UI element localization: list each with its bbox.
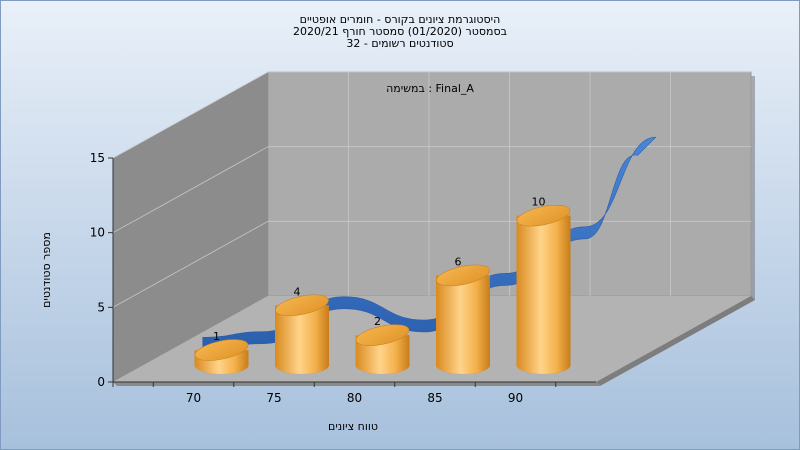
gridline-left [112, 71, 269, 159]
bar-body [436, 275, 490, 374]
bar-70: 1 [194, 330, 249, 374]
gridline-left [112, 220, 269, 308]
bar-90: 10 [516, 196, 571, 374]
x-tick-label: 80 [347, 391, 362, 405]
y-tick-label: 0 [97, 375, 105, 389]
bar-cap [355, 324, 410, 346]
x-tick-label: 70 [186, 391, 201, 405]
bar-body [275, 305, 329, 374]
y-tick-label: 15 [90, 151, 105, 165]
bar-cap [516, 204, 571, 227]
y-tick-label: 10 [90, 226, 105, 240]
y-axis-title: מספר סטודנטים [40, 232, 53, 308]
bar-value-label: 4 [294, 285, 301, 298]
x-axis-title: טווח ציונים [328, 420, 378, 433]
bar-body [516, 215, 571, 374]
title-line-2: בסמסטר (01/2020) סמסטר חורף 2020/21 [293, 25, 507, 38]
bar-value-label: 10 [532, 196, 546, 209]
chart-title: היסטוגרמת ציונים בקורס - חומרים אופטיים … [293, 13, 507, 50]
bar-value-label: 1 [213, 330, 220, 343]
floor-edge [596, 296, 755, 386]
x-tick-label: 75 [266, 391, 281, 405]
bar-80: 2 [355, 315, 410, 374]
gridline-left [112, 146, 269, 234]
floor-front-edge [113, 382, 600, 386]
x-axis: 70 75 80 85 90 [112, 381, 596, 405]
bar-cap [275, 294, 329, 317]
bar-cap [436, 264, 490, 287]
bar-85: 6 [436, 255, 490, 374]
task-annotation: במשימה : Final_A [386, 82, 474, 95]
bars: 1 4 2 6 10 [194, 196, 571, 374]
title-line-1: היסטוגרמת ציונים בקורס - חומרים אופטיים [300, 13, 501, 26]
bar-value-label: 2 [374, 315, 381, 328]
title-line-3: סטודנטים רשומים - 32 [346, 37, 453, 50]
bar-value-label: 6 [455, 255, 462, 268]
y-axis: 0 5 10 15 [90, 151, 114, 389]
plot-area [112, 71, 755, 386]
gridlines [112, 71, 751, 308]
x-tick-label: 90 [508, 391, 523, 405]
floor [113, 296, 751, 382]
y-tick-label: 5 [97, 300, 105, 314]
left-wall [113, 72, 268, 382]
bar-75: 4 [275, 285, 329, 374]
bar-cap [194, 339, 249, 361]
x-tick-label: 85 [427, 391, 442, 405]
